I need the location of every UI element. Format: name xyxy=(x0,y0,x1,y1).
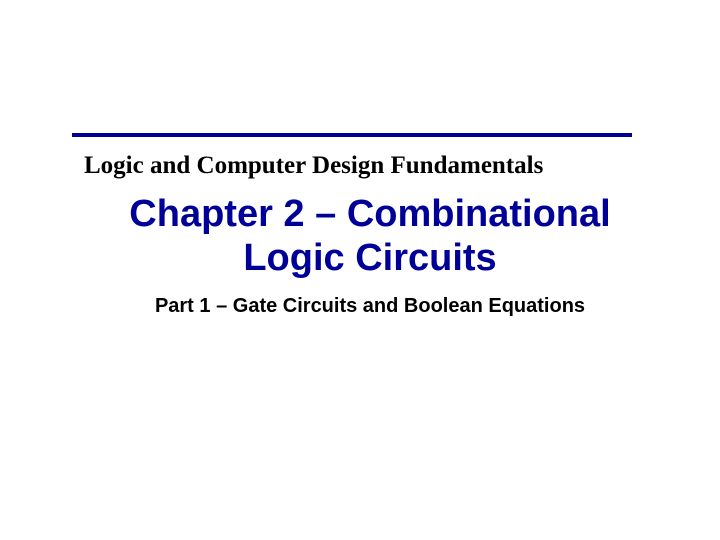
book-title: Logic and Computer Design Fundamentals xyxy=(84,152,654,180)
part-title: Part 1 – Gate Circuits and Boolean Equat… xyxy=(110,295,630,318)
chapter-title: Chapter 2 – Combinational Logic Circuits xyxy=(105,193,635,280)
horizontal-divider xyxy=(72,133,632,137)
